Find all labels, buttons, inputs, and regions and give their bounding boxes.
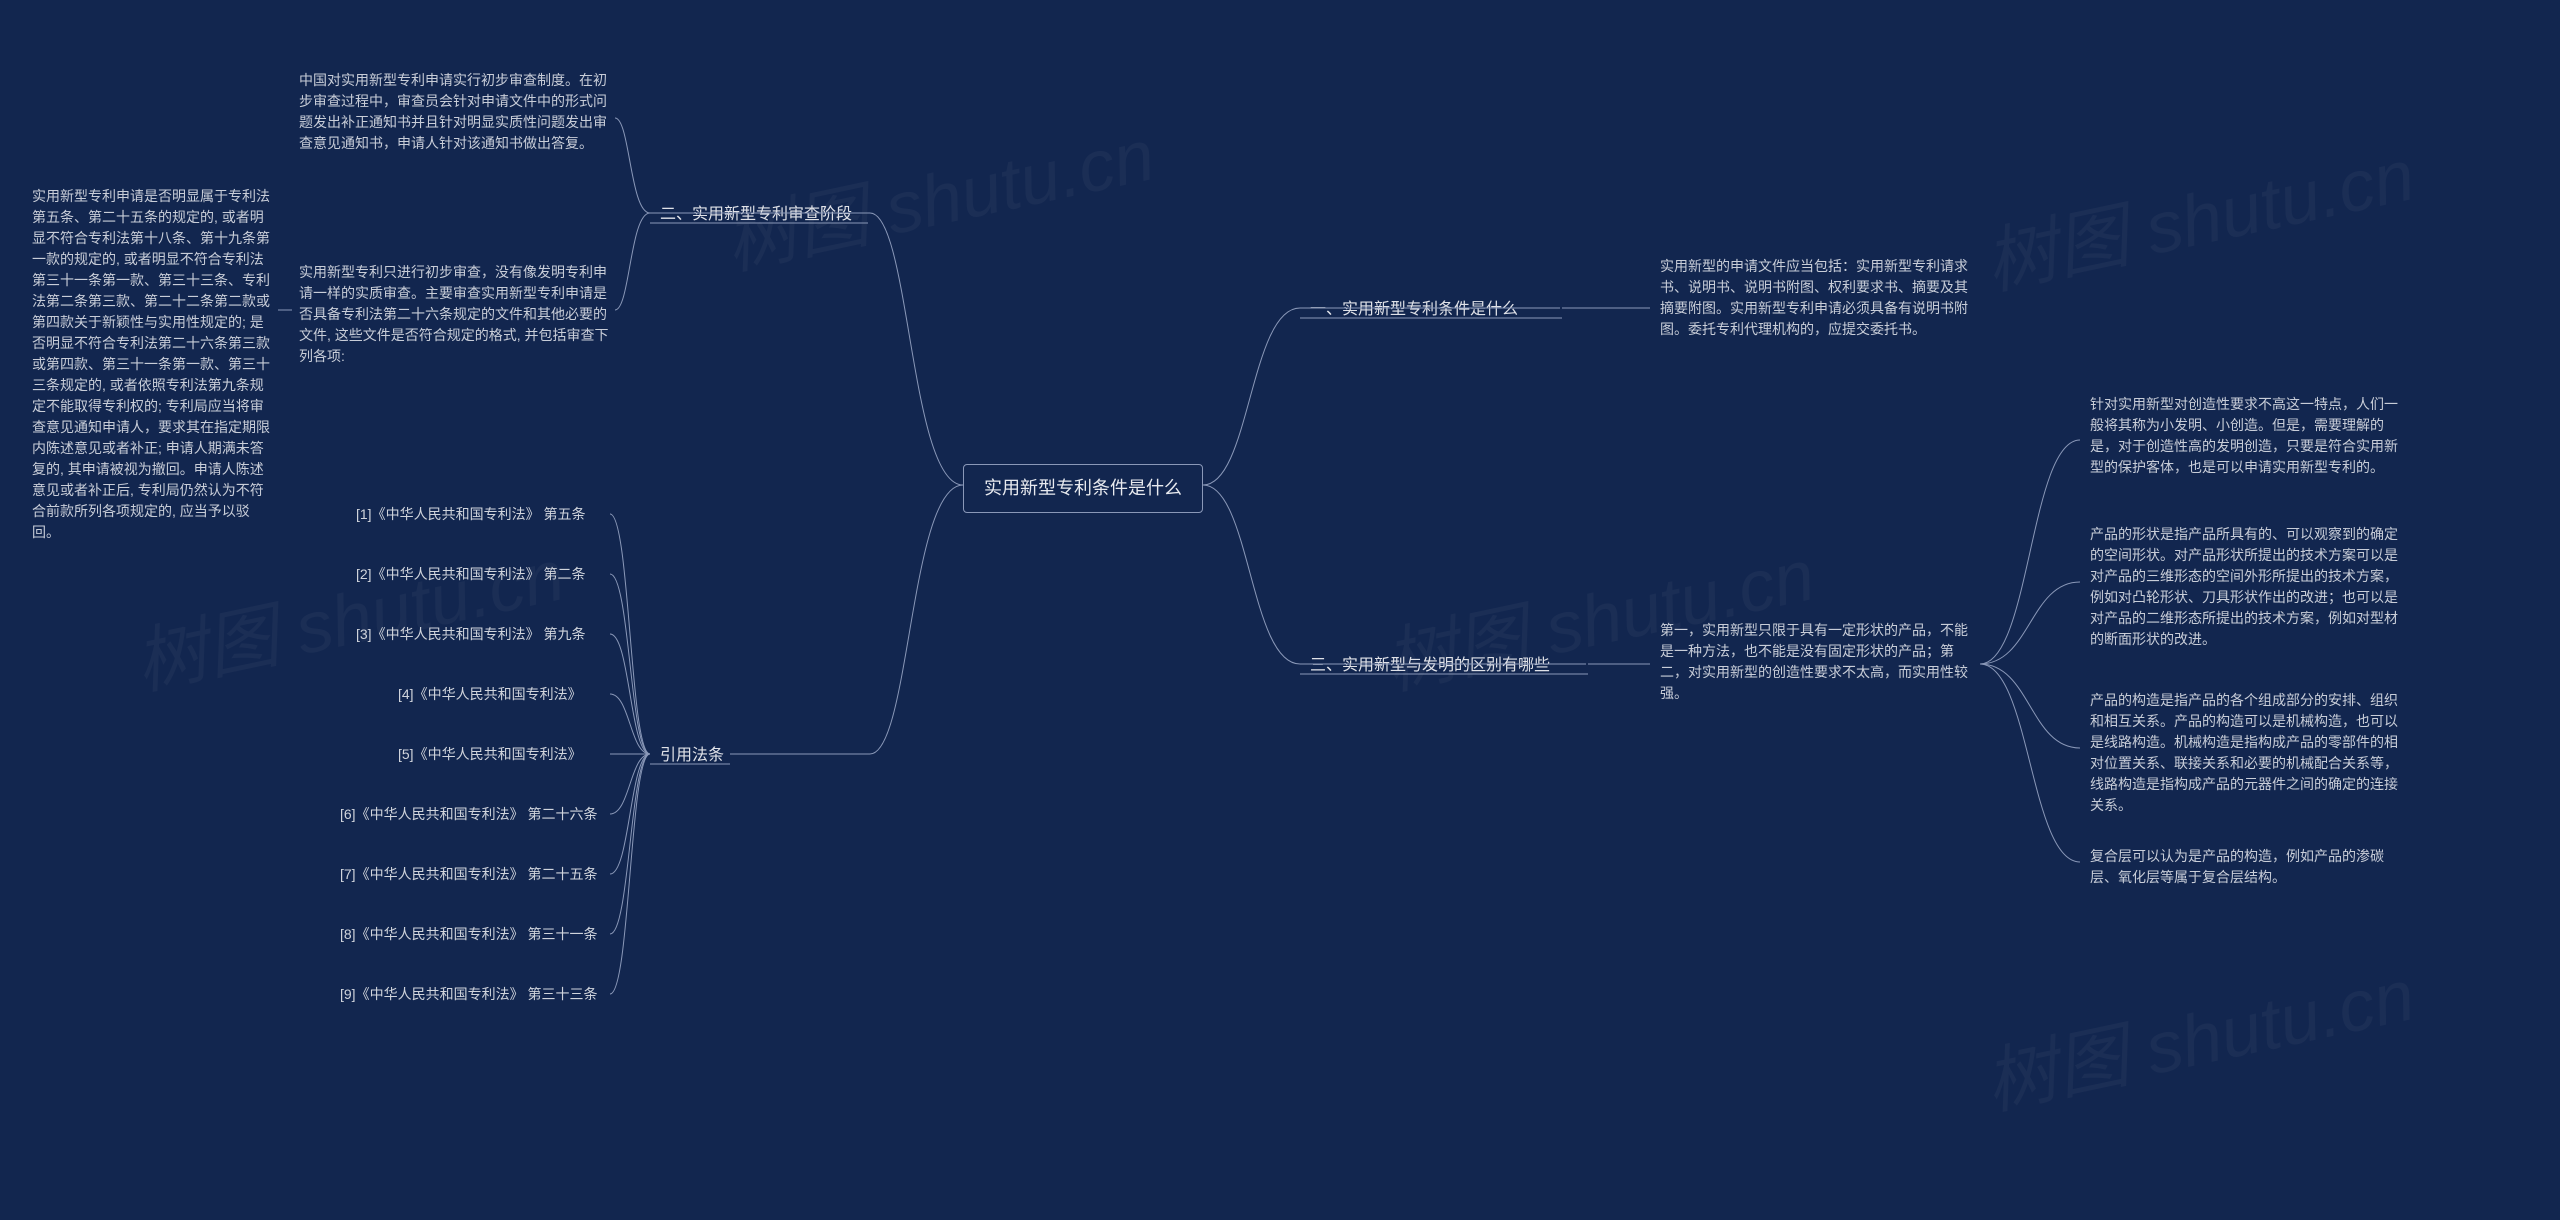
refs-item-3: [3]《中华人民共和国专利法》 第九条 [356, 624, 585, 645]
branch-3-detail: 第一，实用新型只限于具有一定形状的产品，不能是一种方法，也不能是没有固定形状的产… [1660, 620, 1970, 704]
refs-item-9: [9]《中华人民共和国专利法》 第三十三条 [340, 984, 597, 1005]
branch-3-leaf-1: 针对实用新型对创造性要求不高这一特点，人们一般将其称为小发明、小创造。但是，需要… [2090, 394, 2410, 478]
refs-item-2: [2]《中华人民共和国专利法》 第二条 [356, 564, 585, 585]
branch-1-detail: 实用新型的申请文件应当包括：实用新型专利请求书、说明书、说明书附图、权利要求书、… [1660, 256, 1970, 340]
branch-3-label: 三、实用新型与发明的区别有哪些 [1310, 654, 1550, 678]
refs-item-6: [6]《中华人民共和国专利法》 第二十六条 [340, 804, 597, 825]
watermark: 树图 shutu.cn [1974, 116, 2422, 309]
branch-2-d1: 中国对实用新型专利申请实行初步审查制度。在初步审查过程中，审查员会针对申请文件中… [299, 70, 609, 154]
branch-3-leaf-2: 产品的形状是指产品所具有的、可以观察到的确定的空间形状。对产品形状所提出的技术方… [2090, 524, 2410, 650]
branch-2-d3: 实用新型专利申请是否明显属于专利法第五条、第二十五条的规定的, 或者明显不符合专… [32, 186, 272, 543]
refs-item-4: [4]《中华人民共和国专利法》 [398, 684, 582, 705]
branch-1-label: 一、实用新型专利条件是什么 [1310, 298, 1518, 322]
branch-3-leaf-4: 复合层可以认为是产品的构造，例如产品的渗碳层、氧化层等属于复合层结构。 [2090, 846, 2410, 888]
center-title: 实用新型专利条件是什么 [963, 464, 1203, 513]
watermark: 树图 shutu.cn [1974, 936, 2422, 1129]
refs-item-7: [7]《中华人民共和国专利法》 第二十五条 [340, 864, 597, 885]
refs-label: 引用法条 [660, 744, 724, 768]
branch-2-label: 二、实用新型专利审查阶段 [660, 203, 852, 227]
watermark: 树图 shutu.cn [714, 96, 1162, 289]
refs-item-8: [8]《中华人民共和国专利法》 第三十一条 [340, 924, 597, 945]
watermark: 树图 shutu.cn [124, 516, 572, 709]
branch-2-d2: 实用新型专利只进行初步审查，没有像发明专利申请一样的实质审查。主要审查实用新型专… [299, 262, 609, 367]
branch-3-leaf-3: 产品的构造是指产品的各个组成部分的安排、组织和相互关系。产品的构造可以是机械构造… [2090, 690, 2410, 816]
refs-item-5: [5]《中华人民共和国专利法》 [398, 744, 582, 765]
refs-item-1: [1]《中华人民共和国专利法》 第五条 [356, 504, 585, 525]
